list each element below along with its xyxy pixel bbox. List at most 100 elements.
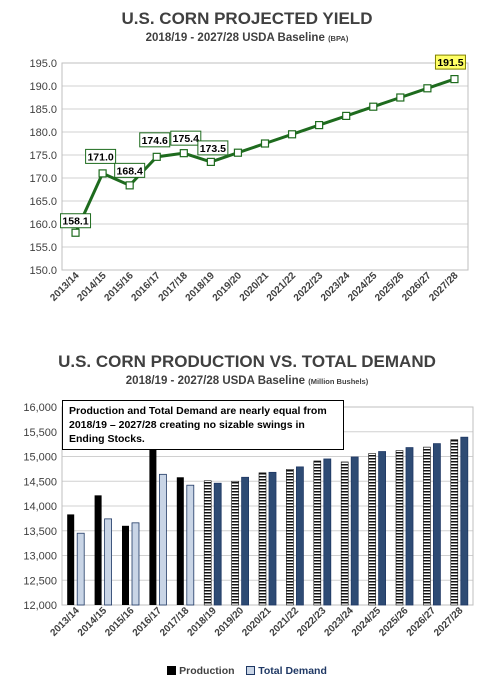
demand-bar (350, 456, 359, 606)
x-tick-label: 2024/25 (350, 605, 384, 639)
demand-bar (405, 447, 414, 606)
y-tick-label: 12,500 (23, 575, 57, 587)
production-bar (122, 525, 129, 605)
production-chart-subtitle-row: 2018/19 - 2027/28 USDA Baseline (Million… (0, 375, 494, 387)
yield-point (423, 84, 432, 93)
y-tick-label: 13,000 (23, 551, 57, 563)
production-bar (94, 495, 102, 605)
x-tick-label: 2025/26 (377, 605, 411, 639)
demand-bar (460, 436, 469, 606)
y-tick-label: 160.0 (29, 219, 57, 231)
y-tick-label: 185.0 (29, 104, 57, 116)
data-label: 158.1 (62, 216, 88, 228)
demand-bar (432, 443, 441, 606)
data-label-box (170, 130, 202, 146)
x-tick-label: 2027/28 (432, 605, 466, 639)
production-bar (176, 477, 184, 605)
demand-bar (104, 518, 112, 606)
legend-production-label: Production (179, 665, 235, 677)
x-tick-label: 2016/17 (131, 605, 165, 639)
yield-point (206, 157, 215, 166)
data-label: 168.4 (117, 165, 143, 177)
x-tick-label: 2014/15 (76, 605, 110, 639)
y-tick-label: 165.0 (29, 196, 57, 208)
yield-chart-subtitle-row: 2018/19 - 2027/28 USDA Baseline (BPA) (0, 32, 494, 44)
yield-point (369, 102, 378, 111)
legend-demand-label: Total Demand (258, 665, 327, 677)
production-bar (368, 453, 376, 606)
demand-bar (241, 476, 250, 606)
legend-production-swatch (167, 666, 177, 675)
x-tick-label: 2022/23 (295, 605, 329, 639)
yield-point (287, 130, 297, 139)
production-bar (286, 469, 294, 606)
demand-bar (131, 522, 140, 606)
x-tick-label: 2027/28 (427, 270, 461, 304)
yield-point (396, 93, 405, 102)
production-chart-title: U.S. CORN PRODUCTION VS. TOTAL DEMAND (58, 352, 436, 371)
demand-bar (268, 471, 277, 606)
yield-point (233, 148, 243, 157)
y-tick-label: 15,500 (23, 427, 57, 439)
demand-bar (158, 473, 167, 606)
data-label: 175.4 (173, 133, 199, 145)
y-tick-label: 14,500 (23, 476, 57, 488)
production-bar (313, 460, 322, 606)
production-bar (149, 449, 157, 605)
demand-bar (76, 532, 85, 606)
demand-bar (295, 466, 304, 606)
demand-bar (186, 484, 195, 606)
yield-point (152, 152, 161, 161)
y-tick-label: 195.0 (29, 58, 57, 70)
data-label: 174.6 (142, 135, 168, 147)
plot-area (61, 62, 469, 271)
production-bar (203, 480, 212, 606)
y-tick-label: 12,000 (23, 600, 57, 612)
demand-bar (213, 482, 222, 606)
production-bar (231, 480, 239, 606)
yield-chart-title: U.S. CORN PROJECTED YIELD (121, 9, 373, 28)
data-label-box (434, 54, 466, 70)
legend-demand-swatch (246, 666, 256, 675)
yield-point (179, 149, 188, 158)
yield-point (260, 139, 270, 148)
x-tick-label: 2023/24 (322, 605, 356, 639)
yield-chart: U.S. CORN PROJECTED YIELD 2018/19 - 2027… (0, 0, 494, 332)
yield-point (342, 111, 351, 121)
x-tick-label: 2020/21 (240, 605, 274, 639)
production-bar (258, 472, 267, 606)
y-tick-label: 170.0 (29, 173, 57, 185)
x-tick-label: 2018/19 (185, 605, 219, 639)
production-bar (340, 461, 349, 606)
x-tick-label: 2026/27 (405, 605, 439, 639)
data-label: 171.0 (87, 151, 113, 163)
y-tick-label: 150.0 (29, 265, 57, 277)
y-tick-label: 14,000 (23, 501, 57, 513)
production-bar (450, 439, 459, 606)
yield-point (98, 169, 107, 178)
yield-point (315, 120, 324, 130)
production-bar (423, 446, 431, 606)
data-label-box (139, 132, 171, 148)
production-demand-chart: U.S. CORN PRODUCTION VS. TOTAL DEMAND 20… (0, 344, 494, 684)
y-tick-label: 155.0 (29, 242, 57, 254)
x-tick-label: 2017/18 (158, 605, 192, 639)
production-bar (67, 514, 75, 605)
production-chart-subtitle: 2018/19 - 2027/28 USDA Baseline (125, 375, 305, 387)
x-tick-label: 2019/20 (213, 605, 247, 639)
yield-point (71, 228, 80, 237)
chart-annotation: Production and Total Demand are nearly e… (62, 400, 344, 450)
production-chart-plot: 12,000 12,500 13,000 13,500 14,000 14,500 15,0… (23, 402, 474, 639)
data-label: 173.5 (200, 143, 226, 155)
data-label-box (197, 140, 229, 156)
y-tick-label: 190.0 (29, 81, 57, 93)
yield-chart-unit: (BPA) (328, 34, 349, 43)
y-tick-label: 175.0 (29, 150, 57, 162)
data-label: 191.5 (437, 57, 463, 69)
y-tick-label: 13,500 (23, 526, 57, 538)
x-tick-label: 2015/16 (103, 605, 137, 639)
y-tick-label: 16,000 (23, 402, 57, 414)
yield-chart-subtitle: 2018/19 - 2027/28 USDA Baseline (145, 32, 325, 44)
production-chart-unit: (Million Bushels) (308, 377, 369, 386)
y-tick-label: 15,000 (23, 452, 57, 464)
